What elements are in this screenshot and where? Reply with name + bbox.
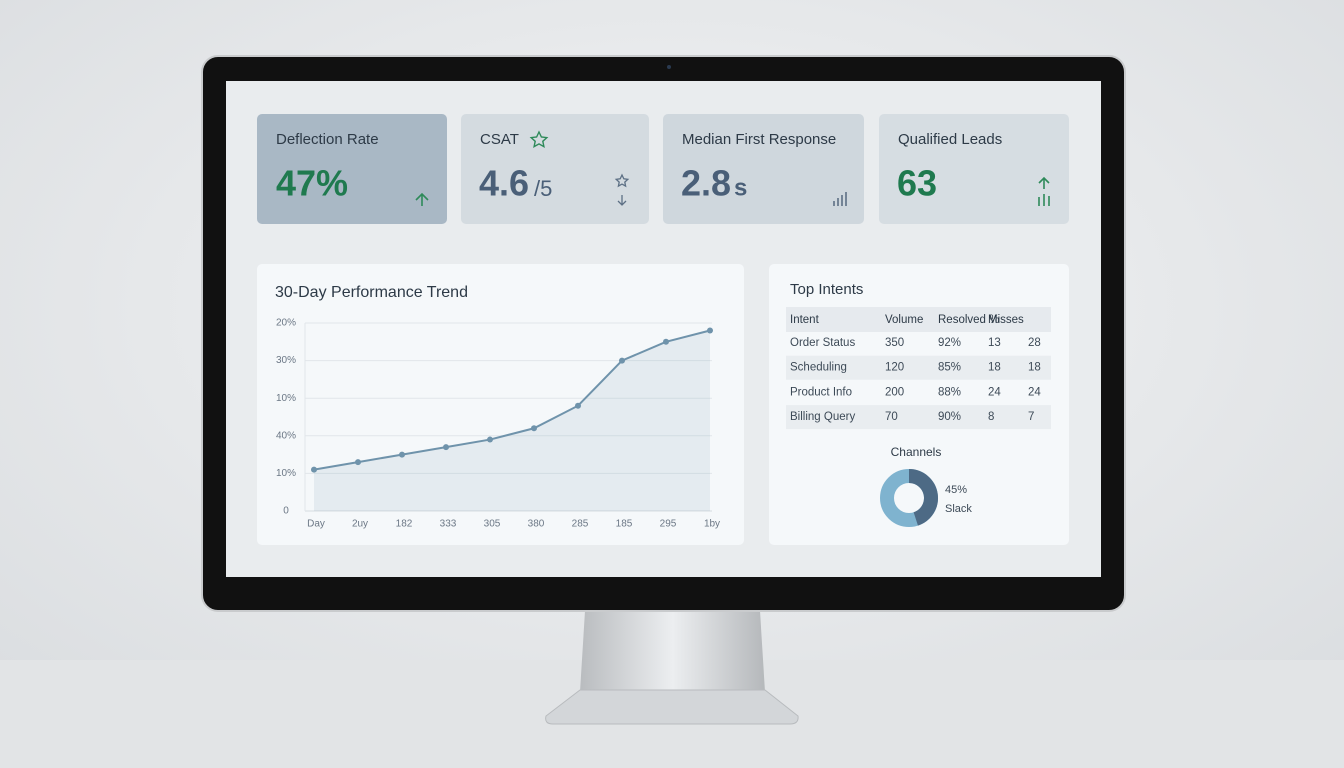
table-cell: 24 (988, 386, 1001, 398)
y-tick-label: 20% (276, 318, 296, 329)
rating-icon (614, 173, 630, 206)
kpi-card (461, 114, 649, 224)
x-tick-label: 295 (660, 519, 677, 530)
stand-neck (580, 611, 765, 692)
point (619, 357, 625, 364)
row-stripe (786, 405, 1051, 430)
trend-chart: 0 10% 40% 10% 30% 20% Day 2uy 182 333 305 380 285 185… (276, 318, 720, 530)
y-tick-label: 30% (276, 355, 296, 366)
x-tick-label: 185 (616, 519, 633, 530)
table-cell: 92% (938, 337, 961, 349)
point (443, 444, 449, 451)
donut (908, 469, 938, 526)
table-cell: 18 (1028, 362, 1041, 374)
kpi-card (257, 114, 447, 224)
kpi-card (879, 114, 1069, 224)
table-cell: 24 (1028, 386, 1041, 398)
point (575, 402, 581, 409)
donut-value-label: 45% (945, 484, 967, 496)
point (663, 338, 669, 345)
kpi-value: 63 (897, 163, 937, 204)
table-cell: 90% (938, 411, 961, 423)
y-tick-label: 0 (283, 506, 289, 517)
growth-icon (1038, 176, 1050, 206)
table-cell: Order Status (790, 337, 855, 349)
x-tick-label: 1by (704, 519, 720, 530)
kpi-unit: s (734, 174, 747, 201)
table-cell: 70 (885, 411, 898, 423)
camera (667, 65, 671, 69)
table-cell: 8 (988, 411, 994, 423)
x-tick-label: 333 (440, 519, 457, 530)
trend-area (314, 330, 710, 511)
kpi-label: Deflection Rate (276, 131, 379, 148)
point (487, 436, 493, 443)
table-cell: 7 (1028, 411, 1034, 423)
table-header: Resolved % (938, 314, 999, 326)
x-tick-label: 380 (528, 519, 545, 530)
table-cell: 88% (938, 386, 961, 398)
point (531, 425, 537, 432)
table-cell: 120 (885, 362, 904, 374)
table-header: Intent (790, 314, 820, 326)
trend-panel (257, 264, 744, 545)
y-tick-label: 10% (276, 468, 296, 479)
table-title: Top Intents (790, 281, 863, 298)
kpi-label: Qualified Leads (898, 131, 1002, 148)
bars-icon (833, 192, 847, 206)
table-header-bg (786, 307, 1051, 332)
table-cell: 18 (988, 362, 1001, 374)
x-tick-label: Day (307, 519, 325, 530)
y-tick-label: 10% (276, 393, 296, 404)
table-header: Volume (885, 314, 923, 326)
donut-label: Slack (945, 503, 972, 515)
table-cell: 350 (885, 337, 904, 349)
trend-line (313, 329, 711, 471)
x-tick-label: 2uy (352, 519, 368, 530)
kpi-unit: /5 (534, 176, 552, 201)
row-stripe (786, 355, 1051, 380)
point (355, 459, 361, 466)
table-cell: Billing Query (790, 411, 855, 423)
table-cell: Product Info (790, 386, 852, 398)
stand-base (545, 689, 799, 725)
kpi-card (663, 114, 864, 224)
x-tick-label: 285 (572, 519, 589, 530)
table-cell: Scheduling (790, 362, 847, 374)
x-tick-label: 305 (484, 519, 501, 530)
y-tick-label: 40% (276, 430, 296, 441)
table-cell: 13 (988, 337, 1001, 349)
star-icon (529, 130, 549, 148)
table-cell: 85% (938, 362, 961, 374)
kpi-value: 47% (276, 163, 348, 204)
up-icon (415, 192, 429, 206)
kpi-value: 4.6 (479, 163, 529, 204)
table-header: Misses (988, 314, 1024, 326)
channels-title: Channels (891, 445, 942, 459)
intents-panel (769, 264, 1069, 545)
point (707, 327, 713, 334)
kpi-value: 2.8 (681, 163, 731, 204)
point (311, 466, 317, 473)
intents-table: Intent Volume Resolved %Misses Order Status… (786, 307, 1051, 430)
chart-title: 30-Day Performance Trend (275, 284, 468, 301)
table-cell: 200 (885, 386, 904, 398)
kpi-label: Median First Response (682, 131, 836, 148)
table-cell: 28 (1028, 337, 1041, 349)
point (399, 451, 405, 458)
donut-segment (908, 469, 938, 526)
kpi-label: CSAT (480, 131, 519, 148)
x-tick-label: 182 (396, 519, 413, 530)
